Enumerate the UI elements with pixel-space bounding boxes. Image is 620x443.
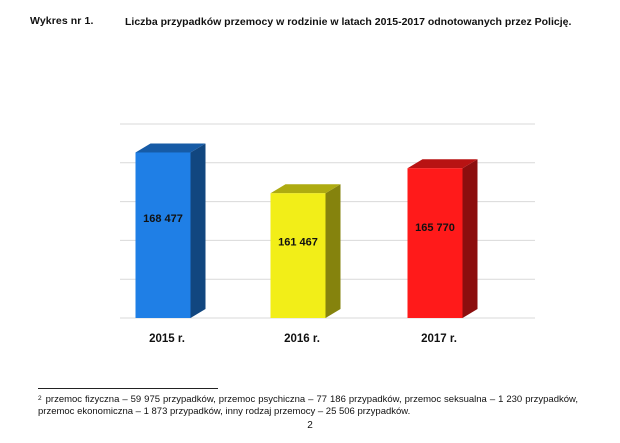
footnote: 2 przemoc fizyczna – 59 975 przypadków, p… (38, 394, 578, 418)
bar-side (462, 159, 478, 318)
bar-2: 161 467 (270, 184, 341, 318)
bar-3: 165 770 (407, 159, 478, 318)
bar-top (407, 159, 478, 169)
bar-chart: 168 477 161 467 165 770 2015 r. 2016 r. 2017… (120, 123, 535, 345)
footnote-text: przemoc fizyczna – 59 975 przypadków, pr… (38, 394, 578, 417)
bar-front (270, 193, 326, 318)
page-number: 2 (307, 420, 313, 431)
category-labels: 2015 r. 2016 r. 2017 r. (149, 333, 457, 345)
bar-1: 168 477 (135, 143, 206, 318)
chart-title: Liczba przypadków przemocy w rodzinie w … (125, 16, 572, 28)
footnote-divider (38, 388, 218, 389)
bar-front (135, 152, 191, 318)
footnote-marker: 2 (38, 395, 42, 402)
bar-top (135, 143, 206, 153)
bar-value-label: 168 477 (143, 213, 183, 225)
bar-side (190, 143, 206, 318)
bars: 168 477 161 467 165 770 (135, 143, 478, 318)
bar-value-label: 161 467 (278, 237, 318, 249)
bar-top (270, 184, 341, 194)
bar-side (325, 184, 341, 318)
figure-number: Wykres nr 1. (30, 15, 94, 27)
bar-front (407, 168, 463, 318)
category-label: 2017 r. (421, 333, 457, 345)
bar-value-label: 165 770 (415, 222, 455, 234)
category-label: 2015 r. (149, 333, 185, 345)
category-label: 2016 r. (284, 333, 320, 345)
